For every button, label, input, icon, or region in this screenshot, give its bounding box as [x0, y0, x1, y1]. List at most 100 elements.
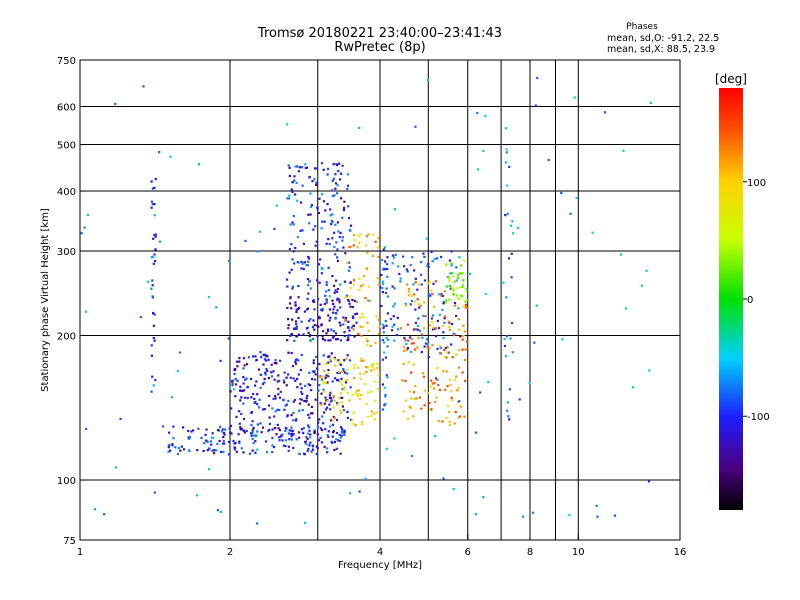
data-point — [332, 330, 335, 333]
data-point — [392, 315, 395, 318]
data-point — [259, 386, 262, 389]
data-point — [332, 415, 335, 419]
data-point — [428, 280, 431, 283]
data-point — [286, 339, 289, 342]
data-point — [231, 384, 234, 387]
data-point — [339, 409, 342, 412]
data-point — [152, 255, 155, 258]
data-point — [351, 394, 354, 397]
data-point — [216, 428, 220, 432]
data-point — [243, 389, 246, 392]
data-point — [319, 402, 322, 405]
data-point — [414, 328, 417, 331]
data-point — [334, 182, 338, 185]
data-point — [258, 406, 261, 409]
data-point — [343, 433, 346, 436]
data-point — [242, 375, 245, 379]
data-point — [304, 166, 307, 170]
data-point — [234, 377, 237, 380]
data-point — [172, 425, 175, 428]
data-point — [307, 383, 310, 386]
data-point — [383, 341, 386, 344]
data-point — [320, 392, 323, 395]
data-point — [366, 267, 369, 270]
data-point — [207, 295, 210, 299]
data-point — [440, 293, 443, 296]
data-point — [291, 287, 294, 290]
data-point — [322, 375, 325, 378]
data-point — [239, 385, 242, 388]
data-point — [152, 324, 155, 327]
data-point — [377, 237, 380, 240]
data-point — [295, 323, 298, 326]
data-point — [315, 355, 318, 359]
data-point — [306, 264, 309, 267]
data-point — [377, 246, 380, 249]
data-point — [220, 510, 223, 513]
x-tick-label: 8 — [527, 547, 533, 558]
data-point — [435, 327, 438, 330]
data-point — [295, 181, 298, 184]
data-point — [376, 362, 379, 365]
data-point — [334, 223, 337, 226]
data-point — [457, 318, 460, 321]
data-point — [465, 348, 468, 351]
data-point — [290, 429, 293, 432]
data-point — [424, 315, 427, 318]
data-point — [429, 385, 433, 388]
data-point — [383, 351, 386, 354]
data-point — [432, 282, 435, 285]
data-point — [346, 261, 349, 265]
data-point — [362, 359, 365, 362]
data-point — [242, 402, 245, 405]
data-point — [287, 351, 290, 354]
data-point — [334, 377, 337, 380]
colorbar-label: [deg] — [715, 72, 747, 86]
data-point — [408, 405, 411, 408]
data-point — [381, 408, 385, 411]
data-point — [235, 450, 238, 453]
data-point — [277, 427, 280, 430]
data-point — [424, 389, 427, 392]
data-point — [310, 204, 313, 207]
data-point — [179, 449, 182, 452]
data-point — [414, 125, 417, 128]
data-point — [219, 359, 222, 362]
data-point — [325, 332, 328, 335]
data-point — [453, 281, 456, 284]
data-point — [255, 380, 258, 383]
data-point — [328, 394, 331, 397]
data-point — [447, 320, 450, 323]
data-point — [290, 426, 293, 429]
data-point — [168, 431, 171, 434]
data-point — [414, 321, 417, 325]
data-point — [445, 370, 448, 373]
data-point — [308, 257, 311, 260]
data-point — [279, 359, 282, 362]
data-point — [361, 313, 364, 316]
data-point — [338, 370, 341, 373]
data-point — [256, 430, 259, 433]
data-point — [613, 514, 616, 517]
data-point — [391, 285, 394, 288]
data-point — [243, 431, 246, 434]
data-point — [327, 375, 330, 378]
data-point — [456, 389, 459, 392]
data-point — [352, 328, 355, 331]
data-point — [267, 404, 271, 407]
data-point — [321, 220, 324, 223]
data-point — [252, 441, 255, 444]
data-point — [431, 328, 435, 331]
data-point — [274, 397, 277, 400]
data-point — [300, 428, 303, 431]
data-point — [342, 209, 345, 212]
data-point — [457, 297, 460, 300]
data-point — [307, 292, 310, 295]
data-point — [340, 434, 343, 437]
data-point — [150, 256, 153, 259]
data-point — [366, 343, 369, 346]
data-point — [376, 366, 379, 370]
y-tick-label: 300 — [57, 247, 76, 258]
data-point — [390, 329, 394, 332]
data-point — [234, 368, 237, 371]
